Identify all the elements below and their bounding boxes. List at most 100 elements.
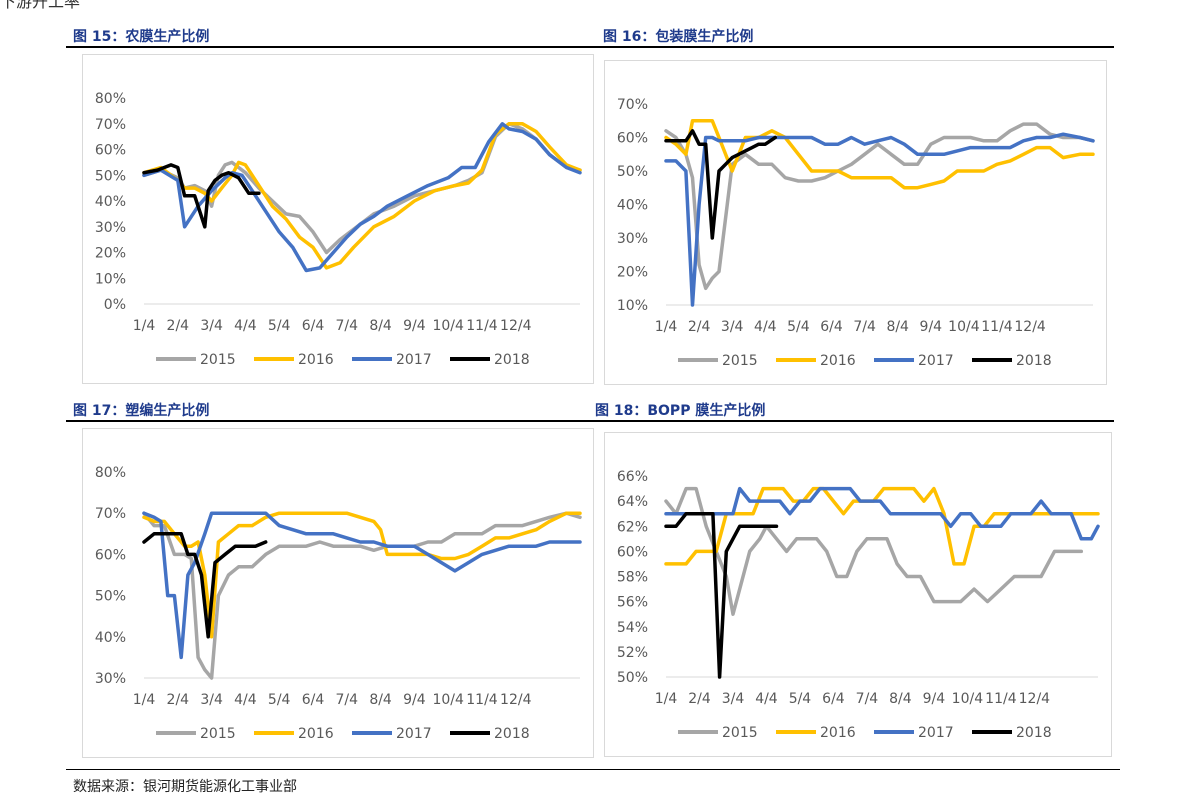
legend-label-2017: 2017	[918, 725, 954, 741]
series-line-2018	[664, 129, 777, 240]
legend-label-2016: 2016	[298, 726, 334, 742]
x-tick-label: 3/4	[721, 319, 744, 335]
y-tick-label: 60%	[95, 547, 126, 563]
y-tick-label: 58%	[617, 570, 648, 586]
figure-title-16: 图 16：包装膜生产比例	[603, 29, 754, 45]
figure-title-15: 图 15：农膜生产比例	[73, 29, 210, 45]
series-line-2018	[142, 532, 268, 639]
chart-bopp-film: 50% 52% 54% 56% 58% 60% 62% 64% 66% 1/4 2/4 3/4 4/4 5…	[604, 432, 1112, 757]
legend-label-2017: 2017	[918, 353, 954, 369]
series-line-2017	[142, 511, 582, 660]
x-tick-label: 2/4	[167, 318, 190, 334]
x-tick-label: 6/4	[822, 691, 845, 707]
series-line-2015	[142, 511, 582, 680]
x-tick-label: 4/4	[754, 319, 777, 335]
y-tick-label: 70%	[95, 506, 126, 522]
x-tick-label: 8/4	[889, 691, 912, 707]
y-tick-label: 0%	[104, 297, 126, 313]
x-tick-label: 1/4	[133, 318, 156, 334]
footer-rule	[66, 769, 1120, 770]
figure-title-18: 图 18：BOPP 膜生产比例	[595, 403, 766, 419]
legend-label-2018: 2018	[494, 352, 530, 368]
x-tick-label: 5/4	[787, 319, 810, 335]
x-tick-label: 12/4	[500, 692, 532, 708]
y-tick-label: 20%	[95, 246, 126, 262]
y-tick-label: 50%	[617, 164, 648, 180]
y-tick-label: 70%	[617, 97, 648, 113]
x-tick-label: 9/4	[403, 318, 426, 334]
x-tick-label: 5/4	[789, 691, 812, 707]
x-tick-label: 3/4	[200, 692, 223, 708]
x-tick-label: 5/4	[268, 692, 291, 708]
chart-frame	[604, 432, 1112, 757]
chart-frame	[604, 60, 1107, 385]
y-tick-label: 60%	[95, 143, 126, 159]
legend-label-2015: 2015	[200, 726, 236, 742]
title-rule-17	[66, 420, 596, 422]
x-tick-label: 7/4	[336, 318, 359, 334]
chart-woven-plastic: 30% 40% 50% 60% 70% 80% 1/4 2/4 3/4 4/4 5/4 6/4 7/4 8…	[82, 428, 594, 758]
x-tick-label: 10/4	[432, 692, 464, 708]
title-rule-18	[596, 420, 1114, 422]
y-tick-label: 60%	[617, 544, 648, 560]
x-tick-label: 8/4	[369, 318, 392, 334]
series-line-2015	[664, 122, 1095, 291]
chart-ag-film: 0% 10% 20% 30% 40% 50% 60% 70% 80% 1/4 2/4 3/4 4/4 5/…	[82, 54, 594, 384]
x-tick-label: 10/4	[952, 691, 984, 707]
x-tick-label: 12/4	[1014, 319, 1046, 335]
y-tick-label: 70%	[95, 117, 126, 133]
x-tick-label: 12/4	[500, 318, 532, 334]
x-tick-label: 8/4	[886, 319, 909, 335]
x-tick-label: 1/4	[655, 691, 678, 707]
x-tick-label: 6/4	[302, 318, 325, 334]
x-tick-label: 10/4	[432, 318, 464, 334]
y-tick-label: 40%	[95, 194, 126, 210]
legend-label-2015: 2015	[200, 352, 236, 368]
series-line-2015	[664, 486, 1084, 616]
x-tick-label: 8/4	[369, 692, 392, 708]
x-tick-label: 6/4	[302, 692, 325, 708]
legend-label-2015: 2015	[722, 725, 758, 741]
y-tick-label: 20%	[617, 265, 648, 281]
y-tick-label: 66%	[617, 469, 648, 485]
legend-label-2017: 2017	[396, 352, 432, 368]
x-tick-label: 9/4	[923, 691, 946, 707]
y-tick-label: 52%	[617, 645, 648, 661]
x-tick-label: 10/4	[948, 319, 980, 335]
series-line-2017	[664, 486, 1100, 541]
x-tick-label: 9/4	[403, 692, 426, 708]
x-tick-label: 7/4	[853, 319, 876, 335]
x-tick-label: 11/4	[466, 318, 498, 334]
series-line-2016	[664, 119, 1095, 190]
y-tick-label: 60%	[617, 131, 648, 147]
y-tick-label: 56%	[617, 595, 648, 611]
data-source: 数据来源：银河期货能源化工事业部	[73, 779, 297, 795]
x-tick-label: 7/4	[856, 691, 879, 707]
chart-packaging-film: 10% 20% 30% 40% 50% 60% 70% 1/4 2/4 3/4 4/4 5/4 6/4 7…	[604, 60, 1107, 385]
y-tick-label: 30%	[95, 220, 126, 236]
series-line-2017	[664, 132, 1095, 307]
legend-label-2015: 2015	[722, 353, 758, 369]
y-tick-label: 40%	[617, 198, 648, 214]
x-tick-label: 3/4	[722, 691, 745, 707]
x-tick-label: 2/4	[688, 319, 711, 335]
x-tick-label: 6/4	[820, 319, 843, 335]
x-tick-label: 9/4	[920, 319, 943, 335]
x-tick-label: 2/4	[167, 692, 190, 708]
chart-frame	[82, 54, 594, 384]
y-tick-label: 80%	[95, 91, 126, 107]
title-rule-15	[66, 46, 596, 48]
y-tick-label: 50%	[617, 670, 648, 686]
x-tick-label: 3/4	[200, 318, 223, 334]
y-tick-label: 10%	[95, 271, 126, 287]
figure-title-17: 图 17：塑编生产比例	[73, 403, 210, 419]
y-tick-label: 64%	[617, 494, 648, 510]
series-line-2017	[142, 122, 582, 273]
y-tick-label: 40%	[95, 630, 126, 646]
x-tick-label: 4/4	[234, 318, 257, 334]
y-tick-label: 30%	[95, 671, 126, 687]
legend-label-2018: 2018	[494, 726, 530, 742]
y-tick-label: 50%	[95, 168, 126, 184]
legend-label-2016: 2016	[820, 725, 856, 741]
x-tick-label: 11/4	[981, 319, 1013, 335]
